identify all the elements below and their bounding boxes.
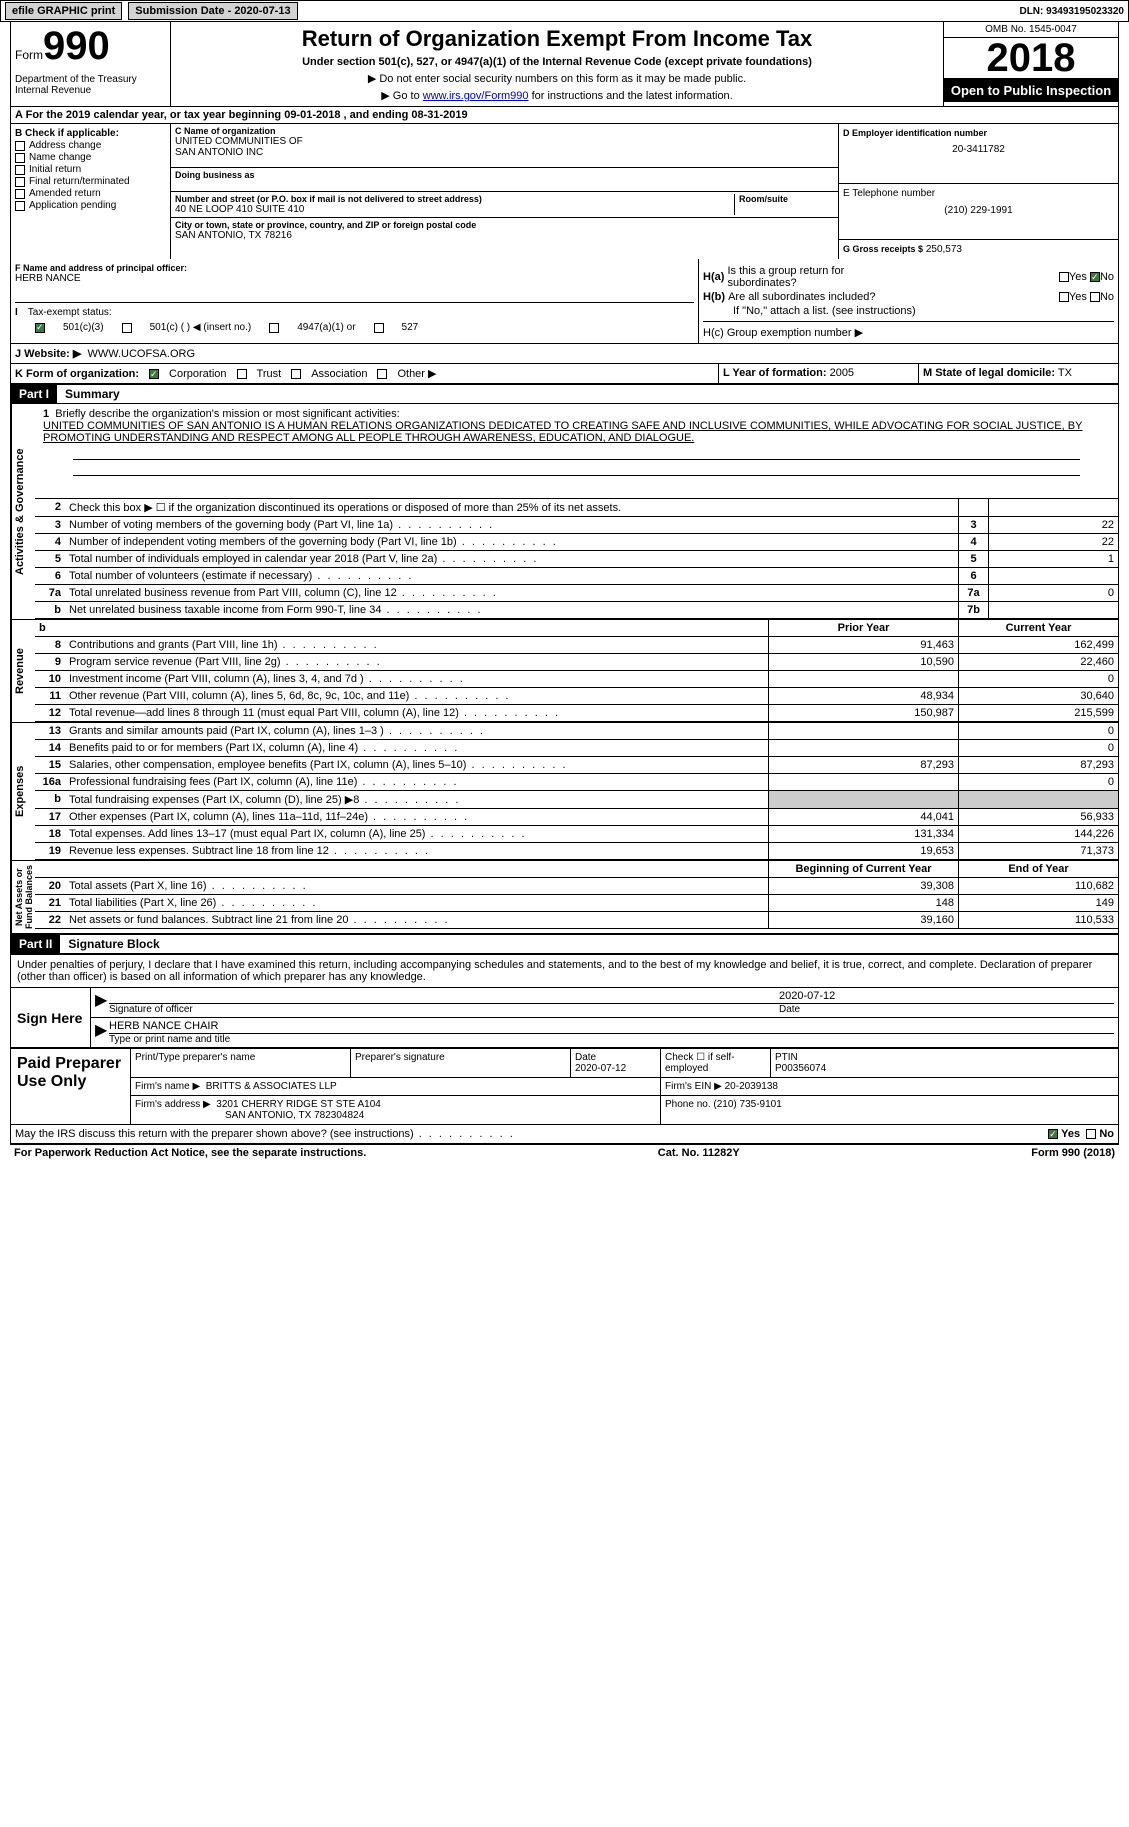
chk-527[interactable] (374, 323, 384, 333)
tax-status-lbl: Tax-exempt status: (28, 307, 112, 318)
chk-assoc[interactable] (291, 369, 301, 379)
addr-lbl: Number and street (or P.O. box if mail i… (175, 194, 734, 204)
mission-lbl: Briefly describe the organization's miss… (55, 408, 399, 420)
chk-amended-return[interactable] (15, 189, 25, 199)
hc: H(c) Group exemption number ▶ (703, 321, 1114, 339)
website: WWW.UCOFSA.ORG (87, 348, 195, 360)
vtab-na: Net Assets or Fund Balances (11, 861, 35, 933)
tax-year: 2018 (944, 38, 1118, 79)
mission-txt: UNITED COMMUNITIES OF SAN ANTONIO IS A H… (43, 420, 1082, 444)
officer-name: HERB NANCE (15, 273, 694, 284)
addr: 40 NE LOOP 410 SUITE 410 (175, 204, 734, 215)
irs-link[interactable]: www.irs.gov/Form990 (423, 90, 529, 102)
chk-application-pending[interactable] (15, 201, 25, 211)
vtab-ag: Activities & Governance (11, 404, 35, 619)
hdr-end: End of Year (958, 861, 1118, 877)
ein-lbl: D Employer identification number (843, 128, 1114, 138)
chk-address-change[interactable] (15, 141, 25, 151)
note-goto: ▶ Go to www.irs.gov/Form990 for instruct… (175, 89, 939, 102)
discuss-yes[interactable] (1048, 1129, 1058, 1139)
hdr-prior: Prior Year (768, 620, 958, 636)
org-name: UNITED COMMUNITIES OF SAN ANTONIO INC (175, 136, 834, 158)
chk-trust[interactable] (237, 369, 247, 379)
city: SAN ANTONIO, TX 78216 (175, 230, 834, 241)
firm-name: BRITTS & ASSOCIATES LLP (206, 1081, 337, 1092)
form-title: Return of Organization Exempt From Incom… (175, 26, 939, 52)
vtab-exp: Expenses (11, 723, 35, 860)
part-ii-hdr: Part II (11, 935, 60, 953)
sig-name: HERB NANCE CHAIR (109, 1020, 1114, 1034)
prep-date: 2020-07-12 (575, 1063, 626, 1074)
dba-lbl: Doing business as (175, 170, 834, 180)
chk-self-emp[interactable]: Check ☐ if self-employed (661, 1049, 771, 1077)
form-org-lbl: K Form of organization: (15, 368, 139, 380)
chk-501c3[interactable] (35, 323, 45, 333)
website-lbl: J Website: ▶ (15, 348, 81, 360)
hb-note: If "No," attach a list. (see instruction… (703, 305, 1114, 317)
footer-left: For Paperwork Reduction Act Notice, see … (14, 1147, 366, 1159)
sig-date: 2020-07-12 (779, 990, 1114, 1004)
vtab-rev: Revenue (11, 620, 35, 722)
firm-ein: 20-2039138 (725, 1081, 778, 1092)
form-word: Form (15, 48, 43, 62)
room-lbl: Room/suite (739, 194, 834, 204)
open-inspect: Open to Public Inspection (944, 79, 1118, 102)
org-name-lbl: C Name of organization (175, 126, 834, 136)
chk-initial-return[interactable] (15, 165, 25, 175)
form-subtitle: Under section 501(c), 527, or 4947(a)(1)… (175, 56, 939, 68)
ha-no[interactable] (1090, 272, 1100, 282)
chk-4947[interactable] (269, 323, 279, 333)
tel-lbl: E Telephone number (843, 188, 1114, 199)
paid-preparer: Paid Preparer Use Only (11, 1049, 131, 1124)
sign-here: Sign Here (11, 988, 91, 1047)
footer-right: Form 990 (2018) (1031, 1147, 1115, 1159)
sig-declaration: Under penalties of perjury, I declare th… (11, 955, 1118, 988)
gross: 250,573 (926, 244, 962, 255)
ha-lbl: Is this a group return forsubordinates? (727, 265, 1058, 289)
firm-addr: 3201 CHERRY RIDGE ST STE A104 (216, 1099, 381, 1110)
state-domicile: TX (1058, 367, 1072, 379)
hb-lbl: Are all subordinates included? (728, 291, 1059, 303)
section-b-title: B Check if applicable: (15, 128, 166, 139)
part-ii-title: Signature Block (60, 935, 167, 953)
ptin: P00356074 (775, 1063, 826, 1074)
firm-phone: (210) 735-9101 (713, 1099, 781, 1110)
efile-btn[interactable]: efile GRAPHIC print (5, 2, 122, 20)
chk-name-change[interactable] (15, 153, 25, 163)
form-990: 990 (43, 24, 110, 68)
discuss-no[interactable] (1086, 1129, 1096, 1139)
period-row: A For the 2019 calendar year, or tax yea… (10, 107, 1119, 124)
dept-treasury: Department of the Treasury Internal Reve… (15, 74, 166, 96)
year-formation: 2005 (830, 367, 854, 379)
dln: DLN: 93493195023320 (1019, 6, 1124, 17)
part-i-title: Summary (57, 385, 128, 403)
hdr-begin: Beginning of Current Year (768, 861, 958, 877)
part-i-hdr: Part I (11, 385, 57, 403)
gross-lbl: G Gross receipts $ (843, 244, 923, 254)
note-ssn: ▶ Do not enter social security numbers o… (175, 72, 939, 85)
hb-no[interactable] (1090, 292, 1100, 302)
chk-corp[interactable] (149, 369, 159, 379)
city-lbl: City or town, state or province, country… (175, 220, 834, 230)
ein: 20-3411782 (843, 144, 1114, 155)
officer-lbl: F Name and address of principal officer: (15, 263, 694, 273)
hdr-current: Current Year (958, 620, 1118, 636)
ha-yes[interactable] (1059, 272, 1069, 282)
chk-final-return-terminated[interactable] (15, 177, 25, 187)
footer-mid: Cat. No. 11282Y (658, 1147, 740, 1159)
hb-yes[interactable] (1059, 292, 1069, 302)
tel: (210) 229-1991 (843, 205, 1114, 216)
chk-501c[interactable] (122, 323, 132, 333)
chk-other[interactable] (377, 369, 387, 379)
submission-btn[interactable]: Submission Date - 2020-07-13 (128, 2, 297, 20)
discuss-lbl: May the IRS discuss this return with the… (15, 1128, 1048, 1140)
